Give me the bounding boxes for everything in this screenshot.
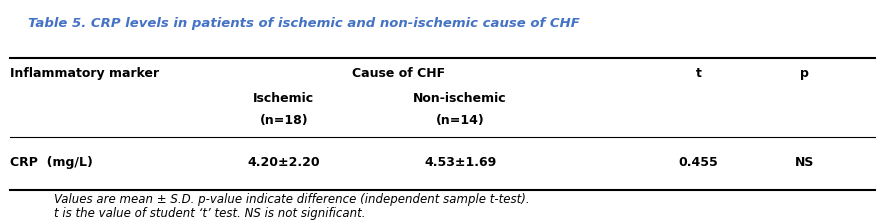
Text: (n=14): (n=14) bbox=[435, 114, 484, 127]
Text: CRP  (mg/L): CRP (mg/L) bbox=[11, 156, 93, 169]
Text: Non-ischemic: Non-ischemic bbox=[413, 92, 507, 105]
Text: Cause of CHF: Cause of CHF bbox=[352, 67, 445, 80]
Text: p: p bbox=[800, 67, 809, 80]
Text: t: t bbox=[696, 67, 701, 80]
Text: Values are mean ± S.D. p-value indicate difference (independent sample t-test).: Values are mean ± S.D. p-value indicate … bbox=[54, 193, 530, 206]
Text: Inflammatory marker: Inflammatory marker bbox=[11, 67, 159, 80]
Text: (n=18): (n=18) bbox=[259, 114, 308, 127]
Text: 4.20±2.20: 4.20±2.20 bbox=[248, 156, 320, 169]
Text: NS: NS bbox=[795, 156, 814, 169]
Text: t is the value of student ‘t’ test. NS is not significant.: t is the value of student ‘t’ test. NS i… bbox=[54, 207, 366, 221]
Text: Ischemic: Ischemic bbox=[253, 92, 314, 105]
Text: Table 5. CRP levels in patients of ischemic and non-ischemic cause of CHF: Table 5. CRP levels in patients of ische… bbox=[27, 17, 580, 30]
Text: 0.455: 0.455 bbox=[679, 156, 719, 169]
Text: 4.53±1.69: 4.53±1.69 bbox=[424, 156, 496, 169]
